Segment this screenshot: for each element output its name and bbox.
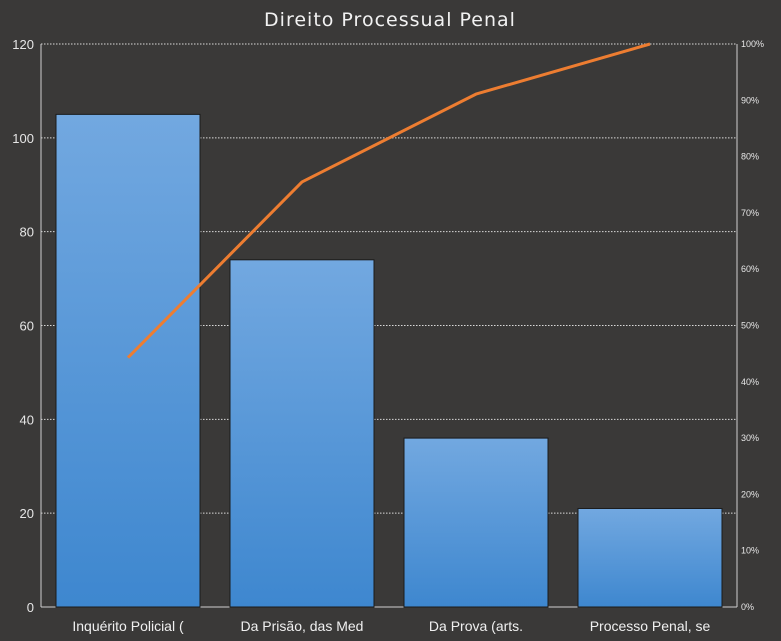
y-tick-label-3: 60 [20, 319, 34, 334]
y2-tick-label-6: 60% [741, 264, 759, 274]
y2-tick-label-0: 0% [741, 602, 754, 612]
y2-tick-label-5: 50% [741, 321, 759, 331]
category-label-0: Inquérito Policial ( [72, 618, 184, 634]
right-axis-labels: 0% 10% 20% 30% 40% 50% 60% 70% 80% 90% 100% [741, 39, 764, 612]
y2-tick-label-4: 40% [741, 377, 759, 387]
y2-tick-label-1: 10% [741, 546, 759, 556]
category-label-3: Processo Penal, se [590, 618, 711, 634]
bar-0 [55, 113, 201, 608]
y-tick-label-1: 20 [20, 506, 34, 521]
y-tick-label-4: 80 [20, 225, 34, 240]
y2-tick-label-3: 30% [741, 433, 759, 443]
chart-title: Direito Processual Penal [264, 9, 516, 31]
category-label-2: Da Prova (arts. [429, 618, 523, 634]
y2-tick-label-9: 90% [741, 95, 759, 105]
bars [55, 113, 723, 608]
y2-tick-label-8: 80% [741, 152, 759, 162]
y-tick-label-0: 0 [27, 600, 34, 615]
cumulative-line [126, 42, 651, 359]
y2-tick-label-2: 20% [741, 489, 759, 499]
left-axis-labels: 0 20 40 60 80 100 120 [12, 37, 34, 615]
y-tick-label-6: 120 [12, 37, 34, 52]
y2-tick-label-7: 70% [741, 208, 759, 218]
bar-3 [577, 507, 723, 608]
category-labels: Inquérito Policial ( Da Prisão, das Med Da… [72, 618, 710, 634]
y2-tick-label-10: 100% [741, 39, 764, 49]
y-tick-label-5: 100 [12, 131, 34, 146]
cumulative-polyline [126, 42, 651, 359]
bar-2 [403, 437, 549, 608]
bar-1 [229, 259, 375, 608]
category-label-1: Da Prisão, das Med [241, 618, 364, 634]
y-tick-label-2: 40 [20, 412, 34, 427]
